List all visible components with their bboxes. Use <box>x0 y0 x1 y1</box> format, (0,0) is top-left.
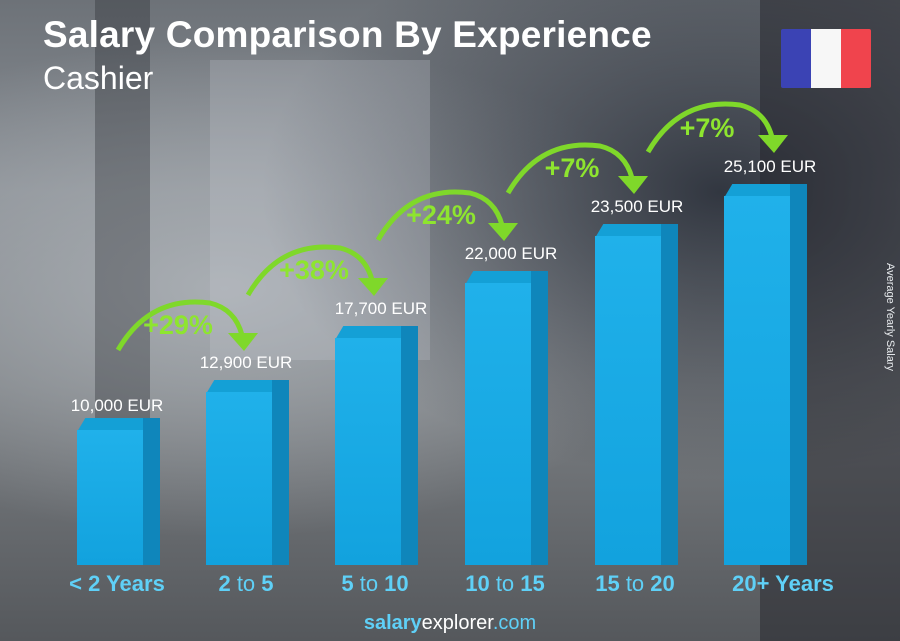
bar-lt2 <box>77 418 160 565</box>
value-label: 23,500 EUR <box>590 197 684 216</box>
value-label: 17,700 EUR <box>334 299 428 318</box>
y-axis-label: Average Yearly Salary <box>884 262 896 372</box>
percent-change: +38% <box>279 255 349 285</box>
bar-15to20 <box>595 224 678 565</box>
x-label: < 2 Years <box>69 571 165 596</box>
value-label: 12,900 EUR <box>199 353 293 372</box>
percent-change: +7% <box>679 113 735 143</box>
value-label: 22,000 EUR <box>464 244 558 263</box>
percent-change: +7% <box>544 153 600 183</box>
france-flag-icon <box>781 29 871 88</box>
growth-arrow-icon <box>115 299 258 352</box>
x-label: 10 to 15 <box>465 571 545 596</box>
bar-2to5 <box>206 380 289 565</box>
bar-20plus <box>724 184 807 565</box>
site-brand-link[interactable]: salaryexplorer.com <box>363 612 537 634</box>
background-building <box>210 60 430 360</box>
bar-10to15 <box>465 271 548 565</box>
growth-arrow-icon <box>375 189 518 242</box>
percent-change: +24% <box>406 200 476 230</box>
x-label: 20+ Years <box>732 571 834 596</box>
bar-5to10 <box>335 326 418 565</box>
value-label: 10,000 EUR <box>70 396 164 415</box>
value-label: 25,100 EUR <box>723 157 817 176</box>
percent-change: +29% <box>143 310 213 340</box>
x-label: 2 to 5 <box>218 571 274 596</box>
growth-arrow-icon <box>505 142 648 195</box>
growth-arrow-icon <box>245 244 388 297</box>
growth-arrow-icon <box>645 101 788 154</box>
x-label: 5 to 10 <box>341 571 409 596</box>
chart-title: Salary Comparison By Experience <box>43 14 652 55</box>
x-label: 15 to 20 <box>595 571 675 596</box>
chart-subtitle: Cashier <box>43 60 154 96</box>
